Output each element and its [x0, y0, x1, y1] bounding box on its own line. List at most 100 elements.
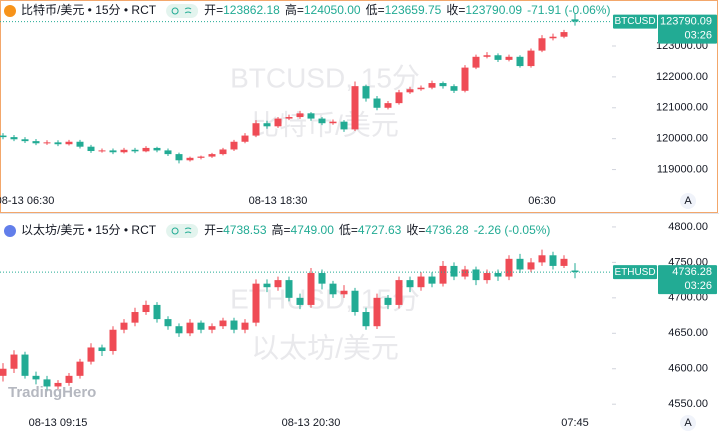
- candle-body: [87, 347, 95, 362]
- watermark: 以太坊/美元: [251, 332, 399, 363]
- legend-label: 高=: [285, 2, 304, 17]
- candle-body: [373, 98, 381, 108]
- candle-body: [450, 265, 458, 277]
- candle-body: [263, 123, 271, 127]
- legend-value: 4749.00: [291, 223, 335, 237]
- auto-scale-button[interactable]: [680, 415, 696, 431]
- legend-value: 123862.18: [223, 3, 280, 17]
- x-tick-label: 08-13 20:30: [282, 417, 341, 429]
- candle-body: [494, 273, 502, 277]
- candle-body: [296, 113, 304, 118]
- legend-label: 低=: [339, 223, 358, 237]
- candle-body: [10, 354, 18, 369]
- candle-body: [538, 255, 546, 263]
- x-tick-label: 08-13 09:15: [29, 417, 88, 429]
- price-tag-text: 123790.09: [660, 15, 712, 27]
- candle-body: [472, 269, 480, 281]
- legend-label: 高=: [272, 222, 291, 237]
- legend-value: 123790.09: [465, 3, 522, 17]
- candle-body: [263, 283, 271, 288]
- candle-body: [417, 87, 425, 90]
- symbol-tag-text: BTCUSD: [614, 16, 655, 27]
- candle-body: [318, 118, 326, 124]
- legend-value: 4727.63: [358, 223, 402, 237]
- x-tick-label: 07:45: [561, 417, 589, 429]
- candle-body: [285, 117, 293, 119]
- candle-body: [395, 92, 403, 104]
- candle-body: [54, 142, 62, 145]
- candle-body: [164, 319, 172, 327]
- candle-body: [0, 135, 7, 138]
- candle-body: [406, 89, 414, 93]
- candle-body: [230, 320, 238, 330]
- candle-body: [494, 55, 502, 60]
- candle-body: [0, 368, 7, 376]
- candle-body: [439, 83, 447, 87]
- symbol-tag: [613, 14, 657, 29]
- candle-body: [219, 149, 227, 155]
- auto-scale-label[interactable]: A: [684, 195, 692, 207]
- candle-body: [560, 32, 568, 37]
- candle-body: [362, 86, 370, 99]
- visibility-toggle[interactable]: [166, 224, 199, 238]
- countdown-text: 03:26: [684, 280, 712, 292]
- candle-body: [208, 326, 216, 330]
- candle-body: [340, 121, 348, 130]
- candle-body: [241, 322, 249, 330]
- candle-body: [274, 280, 282, 288]
- candle-body: [384, 297, 392, 305]
- candle-body: [406, 280, 414, 288]
- candle-body: [153, 147, 161, 151]
- candle-body: [54, 382, 62, 387]
- visibility-toggle[interactable]: [166, 4, 199, 18]
- candle-body: [153, 304, 161, 320]
- auto-scale-button[interactable]: [680, 193, 696, 209]
- candle-body: [417, 276, 425, 288]
- candle-body: [230, 141, 238, 150]
- candle-body: [516, 258, 524, 270]
- price-tag: [658, 14, 717, 44]
- candle-body: [549, 36, 557, 39]
- y-tick-label: 120000.00: [656, 133, 708, 145]
- candle-body: [571, 270, 579, 273]
- candle-body: [10, 137, 18, 140]
- candle-body: [285, 280, 293, 298]
- candle-body: [571, 19, 579, 22]
- y-tick-label: 4650.00: [668, 327, 708, 339]
- candle-body: [450, 86, 458, 91]
- watermark: 比特币/美元: [251, 109, 399, 140]
- legend-label: 低=: [366, 3, 385, 17]
- wave-icon: [184, 7, 192, 14]
- x-tick-label: 08-13 06:30: [0, 195, 54, 207]
- candle-body: [142, 304, 150, 313]
- legend-value: 4738.53: [223, 223, 267, 237]
- candle-body: [175, 326, 183, 334]
- y-tick-label: 4550.00: [668, 398, 708, 410]
- candle-body: [76, 141, 84, 147]
- legend-label: 收=: [406, 223, 425, 237]
- candle-body: [131, 149, 139, 152]
- candle-body: [274, 118, 282, 127]
- candle-body: [505, 258, 513, 277]
- y-tick-label: 4600.00: [668, 363, 708, 375]
- candle-body: [351, 86, 359, 130]
- price-change: -71.91 (-0.06%): [527, 3, 610, 17]
- candle-body: [296, 297, 304, 305]
- legend-label: 收=: [446, 3, 465, 17]
- candle-body: [43, 379, 51, 387]
- candle-body: [65, 375, 73, 383]
- candle-body: [340, 290, 348, 295]
- candle-body: [252, 123, 260, 136]
- candle-body: [395, 280, 403, 305]
- wave-icon: [184, 227, 192, 234]
- candle-body: [362, 312, 370, 327]
- candle-body: [428, 83, 436, 88]
- y-tick-label: 4700.00: [668, 292, 708, 304]
- candle-body: [164, 150, 172, 155]
- candle-body: [428, 276, 436, 284]
- candle-body: [241, 135, 249, 142]
- candle-body: [505, 56, 513, 60]
- y-tick-label: 122000.00: [656, 71, 708, 83]
- auto-scale-label[interactable]: A: [684, 417, 692, 429]
